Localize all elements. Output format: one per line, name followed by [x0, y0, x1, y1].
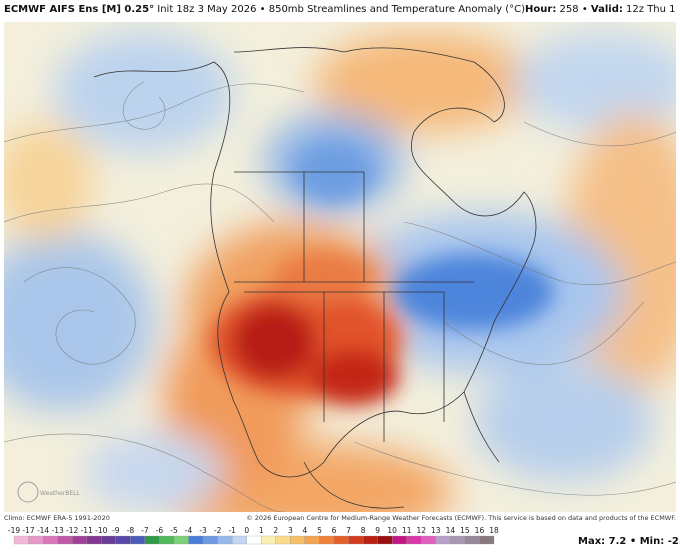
valid: 12z Thu 14 May 2026 — [626, 4, 676, 15]
valid-label: Valid: — [590, 4, 623, 15]
init: Init 18z 3 May 2026 — [157, 4, 257, 15]
swatch — [130, 535, 146, 545]
separator: • — [629, 536, 637, 547]
anomaly-field — [4, 22, 676, 512]
colorbar-label: -17 — [22, 526, 34, 535]
copyright: © 2026 European Centre for Medium-Range … — [246, 514, 676, 522]
colorbar-label: -12 — [66, 526, 78, 535]
colorbar-label: 13 — [431, 526, 441, 535]
swatch — [202, 535, 218, 545]
swatch — [28, 535, 44, 545]
separator: • — [581, 4, 588, 15]
colorbar-label: 15 — [460, 526, 470, 535]
colorbar-label: 16 — [475, 526, 485, 535]
swatch — [86, 535, 102, 545]
colorbar-label: 7 — [346, 526, 351, 535]
swatch — [319, 535, 335, 545]
swatch — [377, 535, 393, 545]
swatch — [348, 535, 364, 545]
colorbar-label: 5 — [317, 526, 322, 535]
colorbar-label: 11 — [402, 526, 412, 535]
logo-text: WeatherBELL — [40, 490, 81, 497]
header-right: Hour: 258 • Valid: 12z Thu 14 May 2026 — [525, 4, 676, 20]
streamlines — [4, 81, 676, 512]
colorbar-label: -3 — [199, 526, 207, 535]
colorbar-label: 10 — [387, 526, 397, 535]
colorbar-label: 6 — [332, 526, 337, 535]
colorbar-label: 3 — [288, 526, 293, 535]
min-label: Min: — [639, 536, 665, 547]
swatch — [290, 535, 306, 545]
footer: Climo: ECMWF ERA-5 1991-2020 © 2026 Euro… — [4, 514, 676, 522]
colorbar: -19 -17 -14 -13 -12 -11 -10 -9 -8 -7 -6 -5 -4 -3 -2 -1 0… — [8, 526, 499, 545]
swatch — [42, 535, 58, 545]
colorbar-label: 12 — [416, 526, 426, 535]
colorbar-label: -14 — [37, 526, 49, 535]
model: ECMWF AIFS Ens [M] 0.25° — [4, 4, 155, 15]
colorbar-label: 14 — [446, 526, 456, 535]
stats: Max: 7.2 • Min: -2.9 — [578, 536, 680, 547]
colorbar-label: -8 — [127, 526, 135, 535]
swatch — [246, 535, 262, 545]
colorbar-label: -11 — [81, 526, 93, 535]
map: WeatherBELL — [4, 22, 676, 512]
swatch — [464, 535, 480, 545]
colorbar-label: 2 — [273, 526, 278, 535]
swatch — [435, 535, 451, 545]
colorbar-label: 0 — [244, 526, 249, 535]
swatch — [159, 535, 175, 545]
separator: • — [259, 4, 266, 15]
swatch — [261, 535, 276, 545]
swatch — [479, 535, 495, 545]
swatch — [450, 535, 466, 545]
colorbar-label: 4 — [303, 526, 308, 535]
colorbar-label: 8 — [361, 526, 366, 535]
climo: Climo: ECMWF ERA-5 1991-2020 — [4, 514, 110, 522]
swatch — [421, 535, 436, 545]
swatch — [304, 535, 320, 545]
swatch — [362, 535, 378, 545]
swatch — [217, 535, 233, 545]
hour: 258 — [559, 4, 579, 15]
colorbar-label: -5 — [170, 526, 178, 535]
logo: WeatherBELL — [17, 481, 81, 503]
swatch — [144, 535, 160, 545]
swatch — [115, 535, 131, 545]
header: ECMWF AIFS Ens [M] 0.25° Init 18z 3 May … — [4, 4, 676, 20]
swatch — [57, 535, 73, 545]
swatch — [275, 535, 291, 545]
swatch — [13, 535, 29, 545]
swatch — [101, 535, 116, 545]
swatch — [173, 535, 189, 545]
max: 7.2 — [608, 536, 627, 547]
colorbar-label: 18 — [489, 526, 499, 535]
swatch — [188, 535, 204, 545]
swatch — [72, 535, 87, 545]
colorbar-label: -2 — [214, 526, 222, 535]
min: -2.9 — [667, 536, 680, 547]
colorbar-label: -13 — [52, 526, 64, 535]
swatch — [392, 535, 407, 545]
hour-label: Hour: — [525, 4, 557, 15]
colorbar-label: -1 — [228, 526, 236, 535]
colorbar-label: -7 — [141, 526, 149, 535]
colorbar-label: 9 — [375, 526, 380, 535]
colorbar-label: -6 — [156, 526, 164, 535]
swatch — [333, 535, 349, 545]
swatch — [406, 535, 422, 545]
header-left: ECMWF AIFS Ens [M] 0.25° Init 18z 3 May … — [4, 4, 525, 20]
colorbar-label: -19 — [8, 526, 20, 535]
max-label: Max: — [578, 536, 606, 547]
product: 850mb Streamlines and Temperature Anomal… — [268, 4, 526, 15]
colorbar-label: -4 — [185, 526, 193, 535]
coastlines — [93, 47, 537, 509]
colorbar-label: -9 — [112, 526, 120, 535]
colorbar-label: -10 — [95, 526, 107, 535]
swatch — [232, 535, 247, 545]
colorbar-label: 1 — [259, 526, 264, 535]
